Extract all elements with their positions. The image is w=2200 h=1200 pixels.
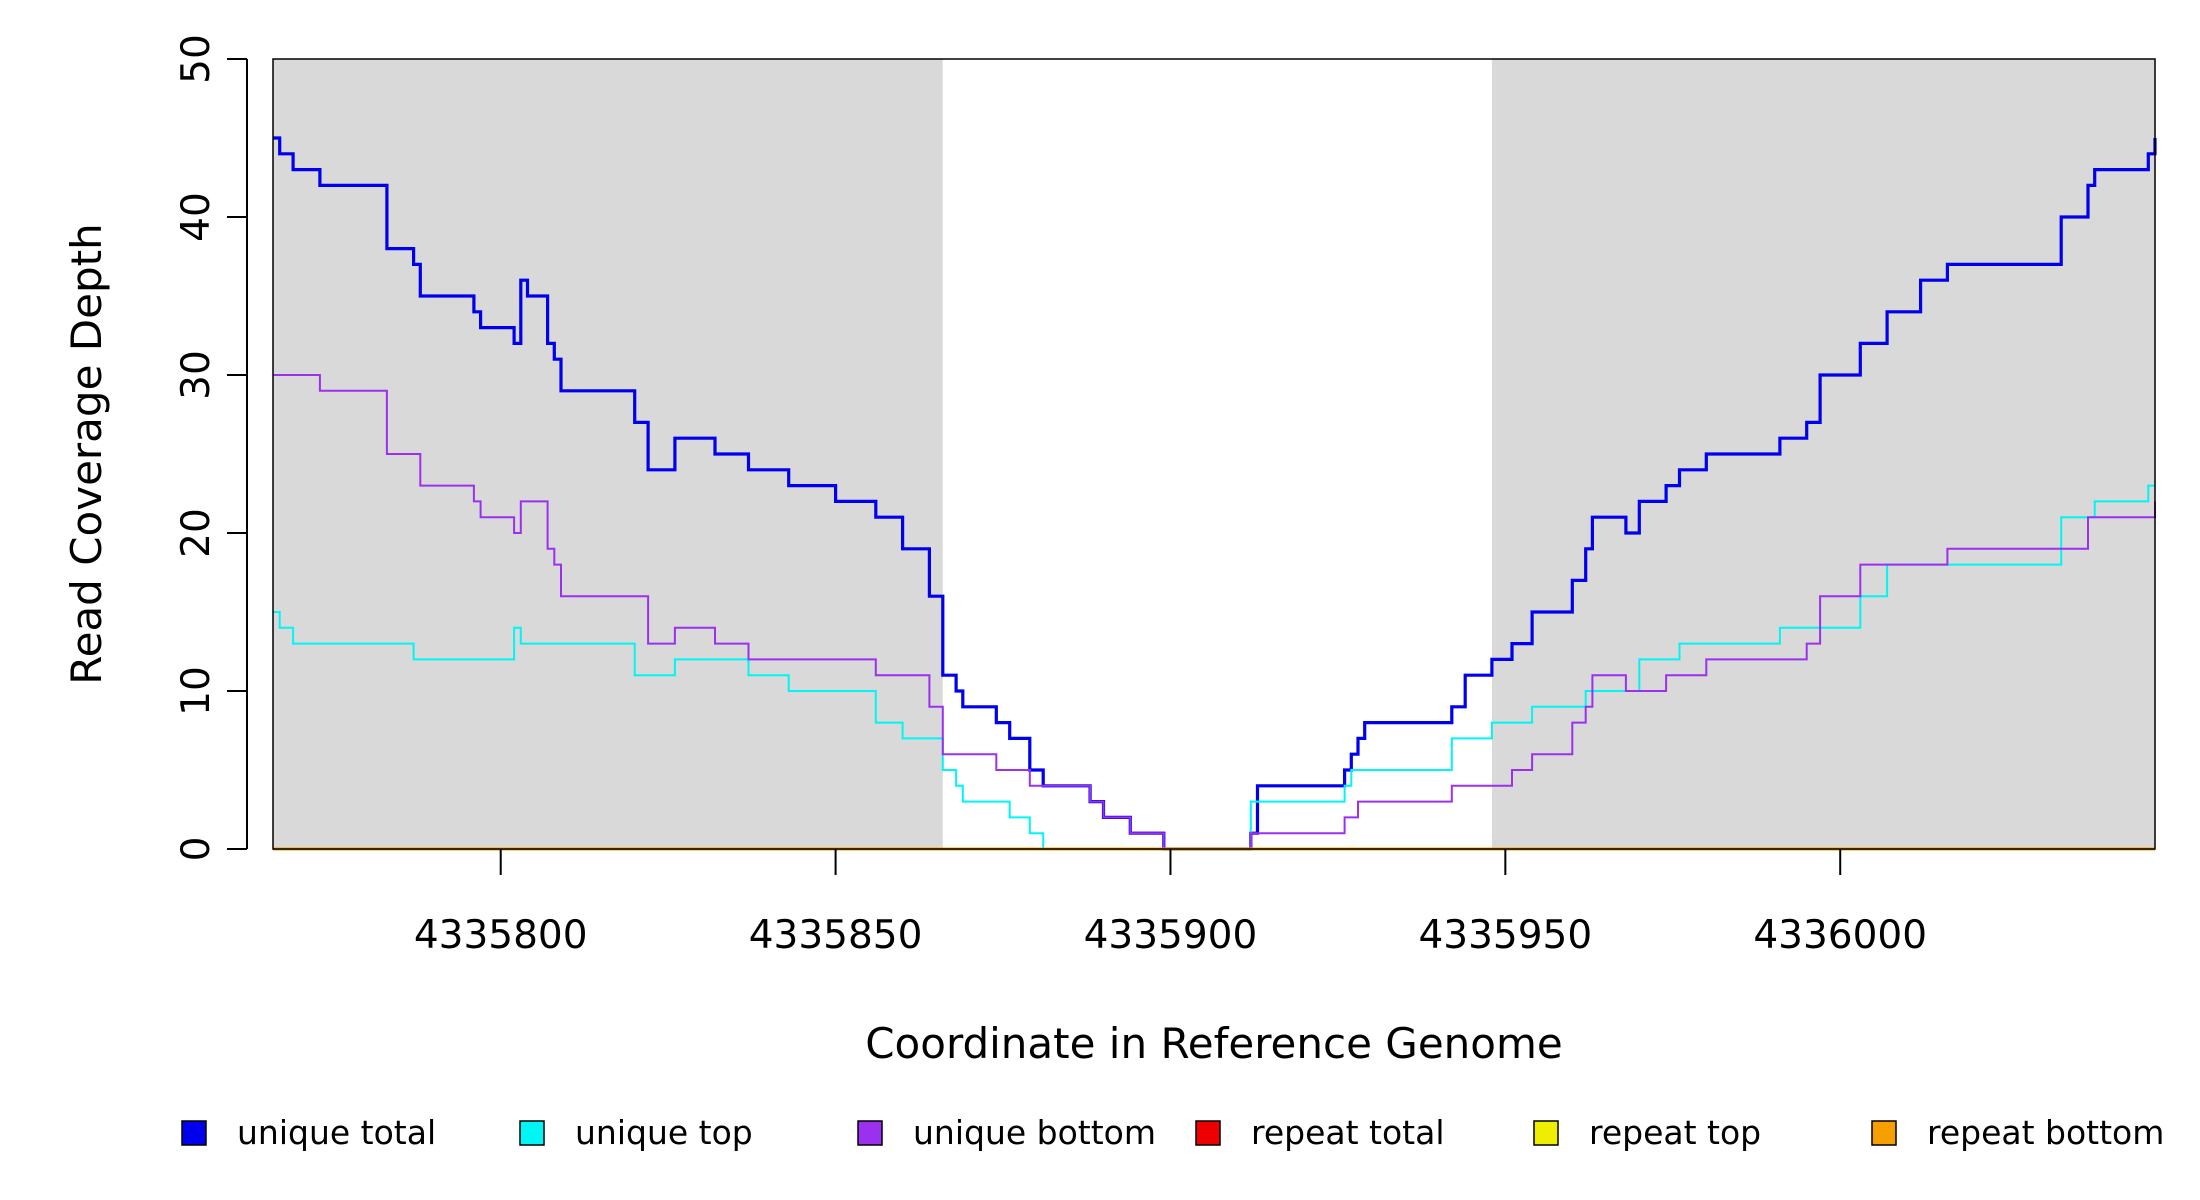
legend-swatch <box>857 1120 883 1146</box>
y-axis: 0 10 20 30 40 50 <box>174 34 248 862</box>
legend-swatch <box>181 1120 207 1146</box>
legend-swatch <box>1195 1120 1221 1146</box>
shaded-regions <box>273 59 2155 849</box>
legend-label: unique bottom <box>913 1113 1156 1152</box>
x-tick-label: 4335900 <box>1084 913 1258 958</box>
x-tick-label: 4335850 <box>749 913 923 958</box>
y-tick-label: 20 <box>174 508 219 558</box>
legend-label: repeat bottom <box>1927 1113 2164 1152</box>
x-axis: 4335800 4335850 4335900 4335950 4336000 <box>414 849 1927 958</box>
y-tick-label: 0 <box>174 837 219 862</box>
y-tick-label: 40 <box>174 192 219 242</box>
x-tick-label: 4336000 <box>1753 913 1927 958</box>
legend-swatch <box>1871 1120 1897 1146</box>
legend-swatch <box>1533 1120 1559 1146</box>
series-line-unique-bottom <box>273 374 2156 850</box>
x-tick-label: 4335800 <box>414 913 588 958</box>
legend-label: repeat top <box>1589 1113 1761 1152</box>
y-tick-label: 50 <box>174 34 219 84</box>
shaded-region-2 <box>1491 59 2155 849</box>
plot-frame <box>272 58 2156 850</box>
series-line-unique-top <box>273 484 2155 850</box>
legend: unique total unique top unique bottom repea… <box>181 1113 2164 1152</box>
shaded-region-1 <box>273 59 943 849</box>
y-tick-label: 10 <box>174 666 219 716</box>
y-axis-title: Read Coverage Depth <box>62 223 111 684</box>
legend-label: repeat total <box>1251 1113 1445 1152</box>
x-tick-label: 4335950 <box>1418 913 1592 958</box>
legend-swatch <box>519 1120 545 1146</box>
y-tick-label: 30 <box>174 350 219 400</box>
legend-label: unique total <box>237 1113 436 1152</box>
legend-label: unique top <box>575 1113 753 1152</box>
x-axis-title: Coordinate in Reference Genome <box>865 1019 1563 1068</box>
